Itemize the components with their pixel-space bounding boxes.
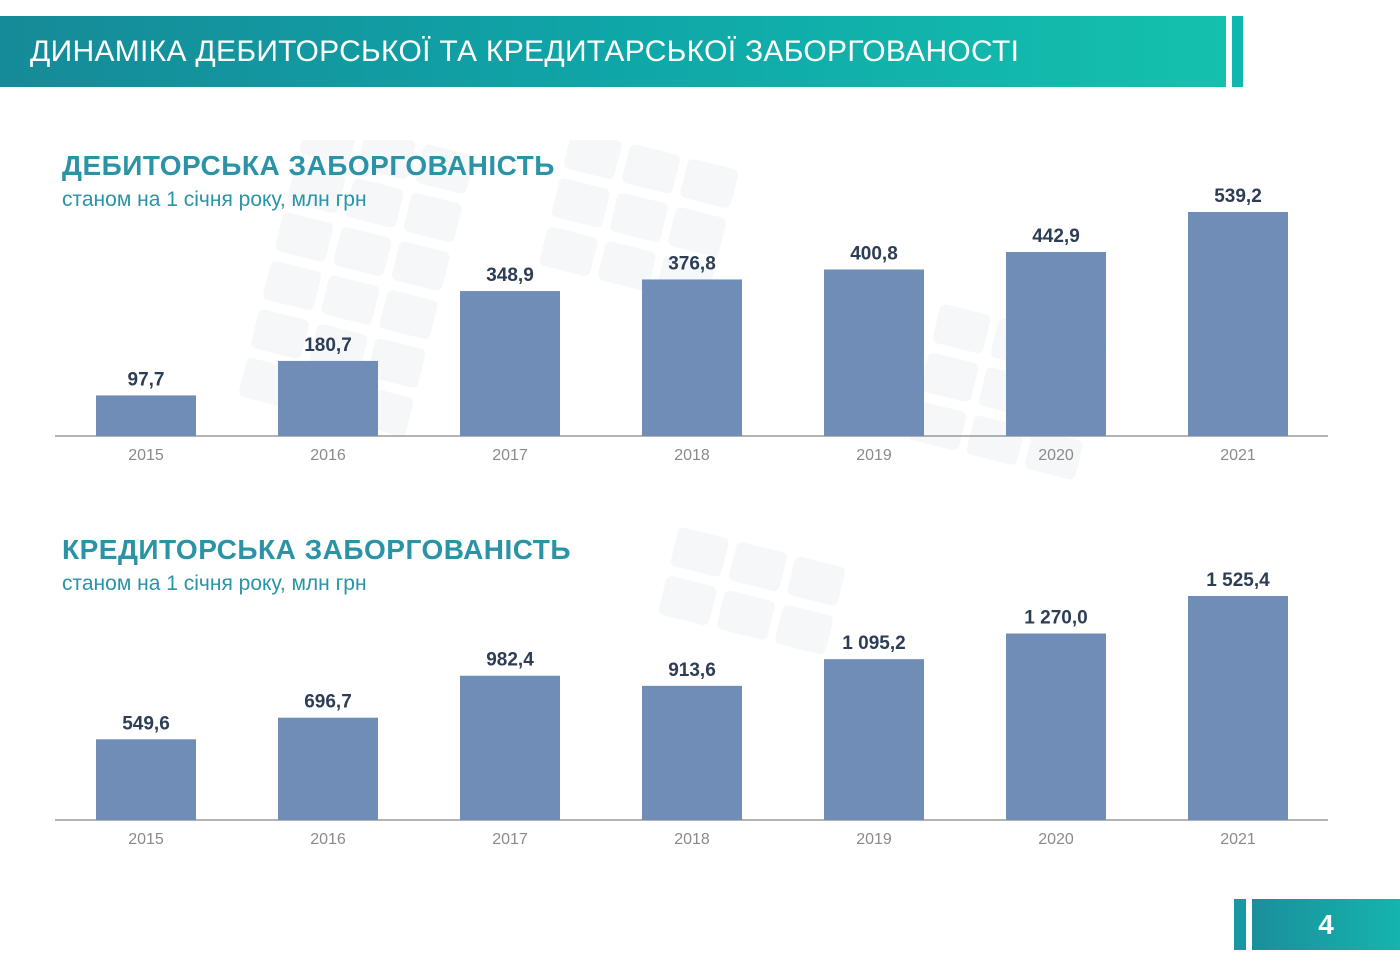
payables-chart: 549,6 2015 696,7 2016 982,4 2017 913,6 2018 1 09… xyxy=(55,570,1328,848)
category-label-2021: 2021 xyxy=(1220,447,1256,464)
payables-title: КРЕДИТОРСЬКА ЗАБОРГОВАНІСТЬ xyxy=(62,534,572,565)
bar-2019 xyxy=(824,659,924,820)
value-label-2020: 442,9 xyxy=(1032,226,1080,247)
receivables-chart: 97,7 2015 180,7 2016 348,9 2017 376,8 2018 400,8… xyxy=(55,186,1328,464)
bar-2020 xyxy=(1006,633,1106,820)
header-band xyxy=(0,16,1226,87)
category-label-2015: 2015 xyxy=(128,831,164,848)
receivables-subtitle: станом на 1 січня року, млн грн xyxy=(62,188,367,211)
category-label-2021: 2021 xyxy=(1220,831,1256,848)
value-label-2015: 549,6 xyxy=(122,713,170,734)
bar-2021 xyxy=(1188,596,1288,820)
category-label-2019: 2019 xyxy=(856,831,892,848)
category-label-2016: 2016 xyxy=(310,831,346,848)
category-label-2017: 2017 xyxy=(492,447,528,464)
bar-2016 xyxy=(278,717,378,820)
bar-2018 xyxy=(642,279,742,436)
category-label-2016: 2016 xyxy=(310,447,346,464)
category-label-2017: 2017 xyxy=(492,831,528,848)
value-label-2016: 696,7 xyxy=(304,692,352,713)
page-title: ДИНАМІКА ДЕБИТОРСЬКОЇ ТА КРЕДИТАРСЬКОЇ З… xyxy=(30,35,1020,68)
bar-2015 xyxy=(96,739,196,820)
value-label-2016: 180,7 xyxy=(304,335,352,356)
value-label-2019: 1 095,2 xyxy=(842,633,905,654)
page-number-stripe xyxy=(1234,899,1246,950)
payables-subtitle: станом на 1 січня року, млн грн xyxy=(62,572,367,595)
value-label-2021: 1 525,4 xyxy=(1206,570,1270,591)
bar-2016 xyxy=(278,360,378,436)
category-label-2018: 2018 xyxy=(674,447,710,464)
value-label-2020: 1 270,0 xyxy=(1024,608,1087,629)
category-label-2020: 2020 xyxy=(1038,831,1074,848)
bar-2015 xyxy=(96,395,196,436)
value-label-2021: 539,2 xyxy=(1214,186,1262,207)
receivables-title: ДЕБИТОРСЬКА ЗАБОРГОВАНІСТЬ xyxy=(62,150,555,181)
bar-2021 xyxy=(1188,212,1288,436)
value-label-2018: 376,8 xyxy=(668,253,716,274)
value-label-2017: 348,9 xyxy=(486,265,534,286)
value-label-2019: 400,8 xyxy=(850,243,898,264)
bar-2018 xyxy=(642,685,742,820)
bar-2017 xyxy=(460,675,560,820)
bar-2019 xyxy=(824,269,924,436)
value-label-2017: 982,4 xyxy=(486,650,534,671)
category-label-2018: 2018 xyxy=(674,831,710,848)
bar-2017 xyxy=(460,291,560,436)
header-accent-stripe xyxy=(1232,16,1243,87)
category-label-2020: 2020 xyxy=(1038,447,1074,464)
value-label-2015: 97,7 xyxy=(128,369,165,390)
category-label-2015: 2015 xyxy=(128,447,164,464)
bar-2020 xyxy=(1006,252,1106,436)
category-label-2019: 2019 xyxy=(856,447,892,464)
value-label-2018: 913,6 xyxy=(668,660,716,681)
page-number: 4 xyxy=(1252,899,1400,950)
